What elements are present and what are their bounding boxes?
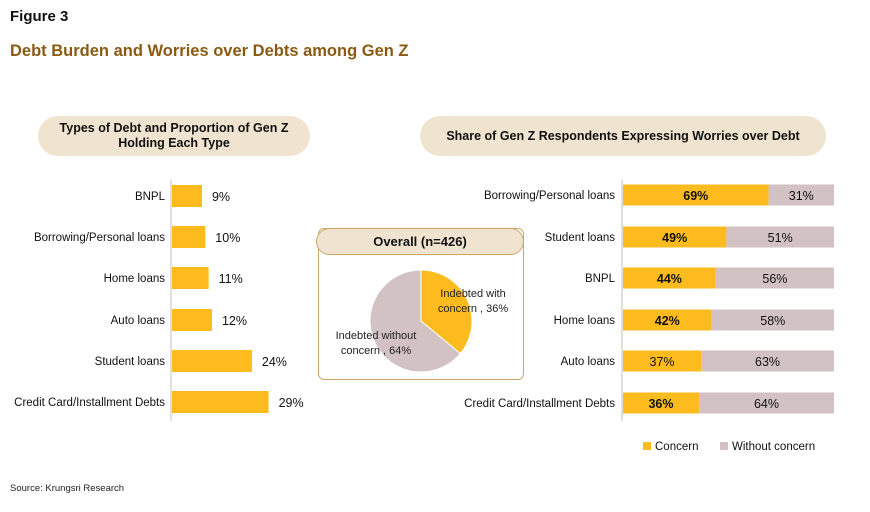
pie-slice-label: Indebted with concern , 36% bbox=[438, 288, 509, 315]
right-category-label: BNPL bbox=[585, 273, 616, 285]
right-without-concern-label: 56% bbox=[762, 272, 787, 286]
right-without-concern-label: 31% bbox=[789, 189, 814, 203]
right-bar-without-concern bbox=[726, 226, 834, 248]
right-without-concern-label: 58% bbox=[760, 314, 785, 328]
right-bar-without-concern bbox=[715, 267, 834, 289]
pie-slice bbox=[420, 269, 473, 355]
pie-slice bbox=[369, 269, 462, 373]
right-without-concern-label: 63% bbox=[755, 355, 780, 369]
right-without-concern-label: 64% bbox=[754, 397, 779, 411]
left-category-label: Auto loans bbox=[111, 315, 166, 327]
legend-label-concern: Concern bbox=[655, 441, 698, 453]
right-bar-concern bbox=[623, 226, 727, 248]
right-category-label: Credit Card/Installment Debts bbox=[464, 398, 615, 410]
right-bar-concern bbox=[623, 392, 699, 414]
right-bar-concern bbox=[623, 184, 769, 206]
legend-swatch-concern bbox=[643, 442, 651, 450]
left-chart-title: Types of Debt and Proportion of Gen Z Ho… bbox=[38, 116, 310, 156]
right-bar-concern bbox=[623, 350, 702, 372]
right-category-label: Auto loans bbox=[561, 356, 616, 368]
right-concern-label: 37% bbox=[650, 355, 675, 369]
legend-label-without-concern: Without concern bbox=[732, 441, 815, 453]
right-bar-without-concern bbox=[698, 392, 834, 414]
left-value-label: 29% bbox=[279, 396, 304, 410]
legend-swatch-without-concern bbox=[720, 442, 728, 450]
left-value-label: 10% bbox=[215, 231, 240, 245]
left-bar bbox=[172, 391, 269, 413]
left-bar bbox=[172, 309, 212, 331]
left-bar bbox=[172, 267, 209, 289]
figure-label: Figure 3 bbox=[10, 8, 69, 25]
right-concern-label: 44% bbox=[657, 272, 682, 286]
right-category-label: Borrowing/Personal loans bbox=[484, 190, 615, 202]
left-bar bbox=[172, 185, 202, 207]
right-chart-title: Share of Gen Z Respondents Expressing Wo… bbox=[420, 116, 826, 156]
right-bar-without-concern bbox=[768, 184, 834, 206]
left-category-label: Borrowing/Personal loans bbox=[34, 232, 165, 244]
pie-slice-label: Indebted without concern , 64% bbox=[336, 330, 417, 357]
right-category-label: Home loans bbox=[554, 315, 616, 327]
source-note: Source: Krungsri Research bbox=[10, 483, 125, 494]
right-without-concern-label: 51% bbox=[768, 231, 793, 245]
left-category-label: Credit Card/Installment Debts bbox=[14, 397, 165, 409]
left-value-label: 12% bbox=[222, 314, 247, 328]
figure-title: Debt Burden and Worries over Debts among… bbox=[10, 42, 409, 60]
left-bar bbox=[172, 350, 252, 372]
right-bar-concern bbox=[623, 309, 712, 331]
right-bar-without-concern bbox=[711, 309, 834, 331]
left-value-label: 9% bbox=[212, 190, 230, 204]
right-concern-label: 69% bbox=[683, 189, 708, 203]
right-concern-label: 36% bbox=[648, 397, 673, 411]
right-category-label: Student loans bbox=[545, 232, 616, 244]
right-concern-label: 49% bbox=[662, 231, 687, 245]
left-category-label: BNPL bbox=[135, 191, 166, 203]
pie-chart-title: Overall (n=426) bbox=[316, 228, 524, 255]
right-bar-without-concern bbox=[701, 350, 834, 372]
left-category-label: Student loans bbox=[95, 356, 166, 368]
right-concern-label: 42% bbox=[655, 314, 680, 328]
left-value-label: 24% bbox=[262, 355, 287, 369]
left-bar bbox=[172, 226, 206, 248]
right-bar-concern bbox=[623, 267, 716, 289]
left-category-label: Home loans bbox=[104, 273, 166, 285]
left-value-label: 11% bbox=[219, 272, 243, 286]
